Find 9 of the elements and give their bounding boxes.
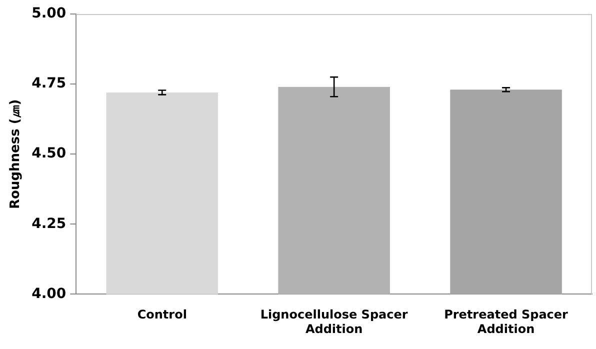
x-tick-label: Pretreated Spacer Addition <box>444 308 568 336</box>
y-tick-label: 4.25 <box>32 216 66 232</box>
y-axis-title: Roughness (㎛) <box>8 99 24 209</box>
y-tick-label: 4.00 <box>32 286 66 302</box>
y-tick-label: 4.50 <box>32 146 66 162</box>
y-tick-label: 4.75 <box>32 76 66 92</box>
x-tick-label: Control <box>137 308 187 322</box>
y-tick-label: 5.00 <box>32 6 66 22</box>
x-tick-label: Lignocellulose Spacer Addition <box>260 308 408 336</box>
